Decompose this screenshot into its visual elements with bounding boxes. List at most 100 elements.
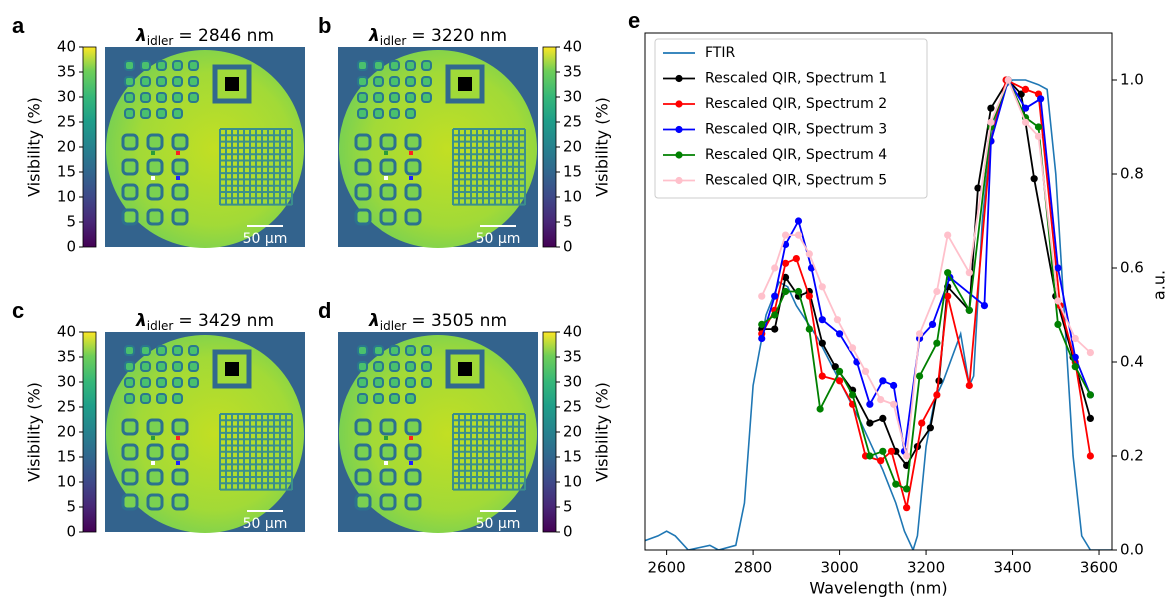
pillar xyxy=(156,345,167,356)
x-axis-label: Wavelength (nm) xyxy=(809,579,947,598)
series-marker xyxy=(805,292,813,300)
legend-marker xyxy=(675,100,683,108)
legend-label: Rescaled QIR, Spectrum 5 xyxy=(705,173,887,189)
pillar xyxy=(421,92,432,103)
pillar xyxy=(172,108,183,119)
pillar xyxy=(188,361,199,372)
y-tick-label: 0.6 xyxy=(1120,259,1144,277)
colorbar-tick-label: 20 xyxy=(57,138,76,156)
pillar xyxy=(156,108,167,119)
well xyxy=(146,493,164,511)
well xyxy=(146,158,164,176)
well xyxy=(354,133,372,151)
well xyxy=(354,418,372,436)
pillar xyxy=(140,361,151,372)
pillar xyxy=(373,393,384,404)
pillar xyxy=(140,393,151,404)
series-marker xyxy=(861,367,870,375)
series-marker xyxy=(944,269,952,277)
well xyxy=(354,493,372,511)
series-marker xyxy=(1086,349,1094,357)
pillar xyxy=(172,377,183,388)
pillar xyxy=(124,393,135,404)
well xyxy=(354,443,372,461)
well xyxy=(121,493,139,511)
series-marker xyxy=(831,363,839,371)
series-marker xyxy=(792,255,800,263)
series-marker xyxy=(915,372,924,380)
pillar xyxy=(357,393,368,404)
pillar xyxy=(124,60,135,71)
pillar xyxy=(405,76,416,87)
colorbar-tick-label: 20 xyxy=(57,423,76,441)
well xyxy=(146,183,164,201)
pillar xyxy=(357,76,368,87)
well xyxy=(379,418,397,436)
dot xyxy=(409,436,413,440)
colorbar-tick-label: 40 xyxy=(57,323,76,341)
pillar xyxy=(389,361,400,372)
series-marker xyxy=(965,306,973,314)
x-tick-label: 3000 xyxy=(820,559,858,577)
colorbar-tick-label: 0 xyxy=(563,523,573,541)
series-marker xyxy=(887,447,896,455)
series-marker xyxy=(833,316,842,324)
pillar xyxy=(172,76,183,87)
title-text: = 3429 nm xyxy=(178,311,274,331)
series-marker xyxy=(794,217,803,225)
series-marker xyxy=(818,283,826,291)
well xyxy=(146,208,164,226)
title-text: = 3220 nm xyxy=(411,26,507,46)
x-tick-label: 3600 xyxy=(1080,559,1118,577)
series-marker xyxy=(794,231,803,239)
colorbar-tick-label: 25 xyxy=(563,113,582,131)
colorbar-tick-label: 35 xyxy=(563,63,582,81)
colorbar-tick-label: 25 xyxy=(57,398,76,416)
colorbar-tick-label: 30 xyxy=(563,88,582,106)
colorbar-tick-label: 10 xyxy=(57,188,76,206)
well xyxy=(121,208,139,226)
series-marker xyxy=(1054,320,1062,328)
series-marker xyxy=(835,330,844,338)
x-tick-label: 3400 xyxy=(993,559,1031,577)
well xyxy=(379,158,397,176)
series-marker xyxy=(877,396,885,404)
well xyxy=(146,133,164,151)
series-marker xyxy=(781,287,790,296)
scale-bar-label: 50 µm xyxy=(243,516,288,532)
well xyxy=(146,418,164,436)
colorbar-tick-label: 15 xyxy=(57,163,76,181)
title-text: = 2846 nm xyxy=(178,26,274,46)
colorbar-label: Visibility (%) xyxy=(25,382,44,482)
series-marker xyxy=(915,330,924,338)
pillar xyxy=(405,377,416,388)
colorbar-tick-label: 35 xyxy=(57,63,76,81)
well xyxy=(171,183,189,201)
colorbar-tick-label: 40 xyxy=(57,38,76,56)
series-marker xyxy=(848,391,857,399)
series-marker xyxy=(933,287,941,296)
pillar xyxy=(373,377,384,388)
series-marker xyxy=(1086,414,1094,422)
y-tick-label: 0.2 xyxy=(1120,447,1144,465)
well xyxy=(121,133,139,151)
well xyxy=(404,133,422,151)
pillar xyxy=(373,92,384,103)
series-marker xyxy=(987,118,995,126)
pillar xyxy=(140,345,151,356)
y-axis-label: a.u. xyxy=(1150,270,1169,300)
pillar xyxy=(357,361,368,372)
well xyxy=(354,208,372,226)
pillar xyxy=(357,92,368,103)
pillar xyxy=(373,345,384,356)
well xyxy=(121,418,139,436)
dot xyxy=(384,436,388,440)
well xyxy=(121,183,139,201)
dot xyxy=(384,461,388,465)
series-marker xyxy=(781,231,790,239)
panel-label: a xyxy=(12,13,25,38)
pillar xyxy=(421,361,432,372)
series-marker xyxy=(771,292,779,300)
title-subscript: idler xyxy=(380,34,407,48)
well xyxy=(171,133,189,151)
